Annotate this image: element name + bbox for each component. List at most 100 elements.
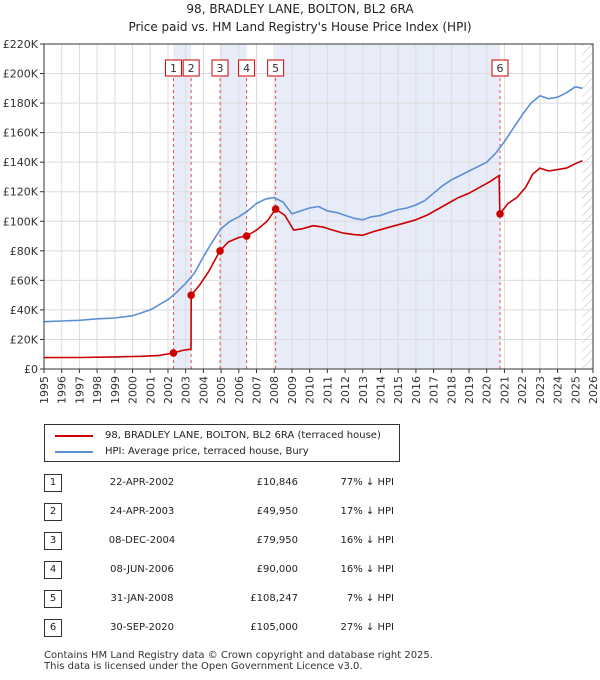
- sale-price: £108,247: [250, 593, 298, 604]
- footer-line-2: This data is licensed under the Open Gov…: [44, 661, 363, 672]
- sale-hpi-diff: 27% ↓ HPI: [340, 622, 394, 633]
- sale-price: £105,000: [250, 622, 298, 633]
- x-tick-label: 2016: [410, 376, 423, 404]
- x-tick-label: 2026: [587, 376, 600, 404]
- sale-label-number: 1: [170, 62, 177, 75]
- sale-label-frame: [211, 59, 229, 77]
- x-tick-label: 2001: [144, 376, 157, 404]
- sale-price: £10,846: [256, 477, 298, 488]
- x-tick-label: 2025: [569, 376, 582, 404]
- sale-label-number: 2: [188, 62, 195, 75]
- table-row: 5 31-JAN-2008 £108,247 7% ↓ HPI: [44, 584, 394, 613]
- sale-point: [187, 291, 195, 300]
- y-tick-label: £220K: [3, 38, 39, 51]
- sale-label-number: 4: [243, 62, 250, 75]
- plot-frame: [43, 43, 594, 370]
- sale-number-badge: 2: [44, 502, 62, 521]
- table-row: 4 08-JUN-2006 £90,000 16% ↓ HPI: [44, 555, 394, 584]
- sale-point: [271, 205, 280, 213]
- property-series-line: [44, 159, 583, 359]
- x-tick-label: 2013: [357, 376, 370, 404]
- sale-label-box: 4: [238, 59, 256, 77]
- x-tick-label: 2012: [339, 376, 352, 404]
- sale-label-box: 6: [491, 59, 509, 77]
- x-tick-label: 2020: [481, 376, 494, 404]
- table-row: 2 24-APR-2003 £49,950 17% ↓ HPI: [44, 497, 394, 526]
- x-tick-label: 1997: [73, 376, 86, 404]
- sale-point: [496, 210, 504, 218]
- sale-label-frame: [182, 59, 200, 77]
- transactions-table: 1 22-APR-2002 £10,846 77% ↓ HPI 2 24-APR…: [44, 468, 394, 642]
- sale-number-badge: 3: [44, 531, 62, 550]
- series-group: [44, 86, 583, 359]
- y-tick-label: £60K: [10, 274, 39, 287]
- sale-label-number: 6: [497, 62, 504, 75]
- sale-hpi-diff: 7% ↓ HPI: [346, 593, 394, 604]
- x-tick-label: 2008: [268, 376, 281, 404]
- chart-title: 98, BRADLEY LANE, BOLTON, BL2 6RA: [186, 2, 414, 16]
- y-tick-label: £120K: [3, 186, 39, 199]
- y-tick-label: £140K: [3, 156, 39, 169]
- sale-label-box: 2: [182, 59, 200, 77]
- x-tick-label: 2004: [197, 376, 210, 404]
- sale-number-badge: 4: [44, 560, 62, 579]
- sale-date: 08-DEC-2004: [108, 535, 176, 546]
- x-tick-label: 2005: [215, 376, 228, 404]
- sale-point: [242, 232, 251, 240]
- sale-label-number: 3: [217, 62, 224, 75]
- sale-label-box: 5: [267, 59, 285, 77]
- sale-number-badge: 1: [44, 473, 62, 492]
- sale-point: [216, 247, 224, 255]
- x-tick-label: 2017: [428, 376, 441, 404]
- shaded-period: [275, 44, 500, 369]
- sale-date: 30-SEP-2020: [110, 622, 174, 633]
- x-tick-label: 2018: [445, 376, 458, 404]
- table-row: 6 30-SEP-2020 £105,000 27% ↓ HPI: [44, 613, 394, 642]
- sale-hpi-diff: 16% ↓ HPI: [340, 564, 394, 575]
- table-row: 1 22-APR-2002 £10,846 77% ↓ HPI: [44, 468, 394, 497]
- sale-number-badge: 5: [44, 589, 62, 608]
- y-tick-label: £180K: [3, 97, 39, 110]
- shaded-period: [173, 44, 192, 369]
- x-tick-label: 2000: [127, 376, 140, 404]
- x-tick-label: 2003: [180, 376, 193, 404]
- y-tick-label: £40K: [10, 304, 39, 317]
- sale-date: 31-JAN-2008: [110, 593, 174, 604]
- legend-label-hpi: HPI: Average price, terraced house, Bury: [105, 446, 309, 457]
- x-tick-label: 1995: [38, 376, 51, 404]
- y-tick-label: £200K: [3, 68, 39, 81]
- sale-hpi-diff: 77% ↓ HPI: [340, 477, 394, 488]
- x-tick-label: 2014: [374, 376, 387, 404]
- sale-price: £79,950: [256, 535, 298, 546]
- sale-label-box: 3: [211, 59, 229, 77]
- footer-attribution: Contains HM Land Registry data © Crown c…: [44, 650, 433, 672]
- x-tick-label: 2021: [498, 376, 511, 404]
- footer-line-1: Contains HM Land Registry data © Crown c…: [44, 650, 433, 661]
- x-tick-label: 2007: [251, 376, 264, 404]
- y-tick-label: £100K: [3, 215, 39, 228]
- x-tick-label: 2006: [233, 376, 246, 404]
- x-tick-label: 2002: [162, 376, 175, 404]
- x-tick-label: 2009: [286, 376, 299, 404]
- x-tick-label: 2023: [534, 376, 547, 404]
- sale-label-frame: [491, 59, 509, 77]
- x-tick-label: 2015: [392, 376, 405, 404]
- sale-label-frame: [164, 59, 182, 77]
- future-hatch-area: [582, 44, 593, 369]
- sale-date: 08-JUN-2006: [110, 564, 174, 575]
- x-tick-label: 1998: [91, 376, 104, 404]
- sale-date: 24-APR-2003: [109, 506, 175, 517]
- y-tick-label: £0: [24, 363, 38, 376]
- sale-label-frame: [267, 59, 285, 77]
- x-tick-label: 2022: [516, 376, 529, 404]
- axis-ticks: £0 £20K £40K £60K £80K £100K £120K £140K £160K £1…: [3, 38, 600, 404]
- sale-date: 22-APR-2002: [109, 477, 175, 488]
- x-tick-label: 1996: [56, 376, 69, 404]
- table-row: 3 08-DEC-2004 £79,950 16% ↓ HPI: [44, 526, 394, 555]
- sale-price: £49,950: [256, 506, 298, 517]
- legend-swatch-property: [55, 435, 93, 437]
- legend-swatch-hpi: [55, 451, 93, 453]
- x-tick-label: 2019: [463, 376, 476, 404]
- x-tick-label: 1999: [109, 376, 122, 404]
- chart-legend: 98, BRADLEY LANE, BOLTON, BL2 6RA (terra…: [44, 424, 400, 462]
